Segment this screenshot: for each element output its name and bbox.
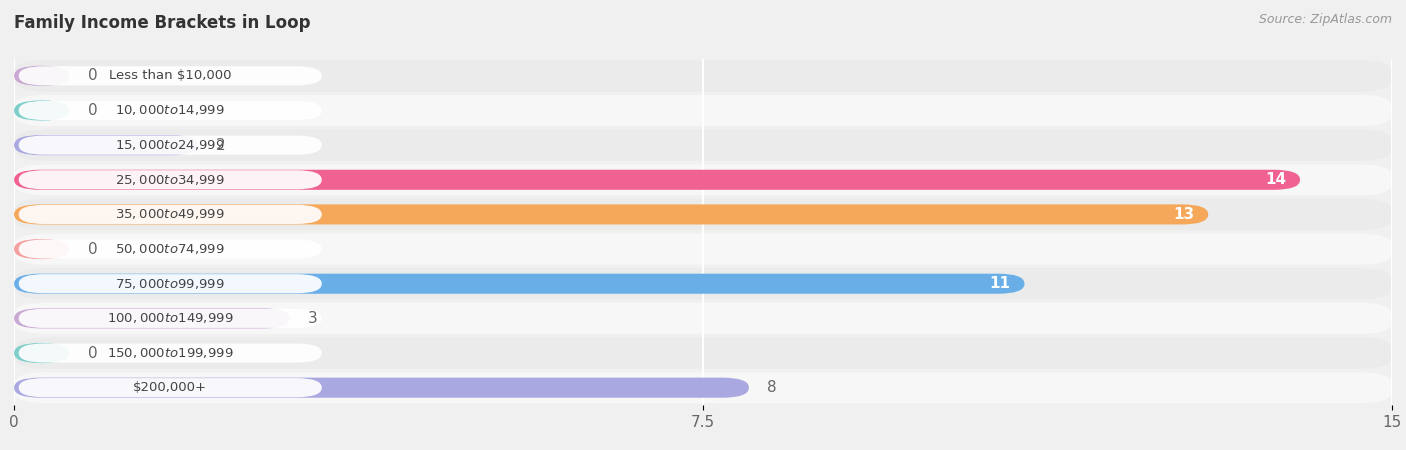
FancyBboxPatch shape (18, 309, 322, 328)
FancyBboxPatch shape (18, 170, 322, 189)
FancyBboxPatch shape (14, 268, 1392, 299)
FancyBboxPatch shape (14, 372, 1392, 403)
Text: $75,000 to $99,999: $75,000 to $99,999 (115, 277, 225, 291)
Text: 0: 0 (87, 242, 97, 256)
FancyBboxPatch shape (18, 274, 322, 293)
Text: 13: 13 (1174, 207, 1195, 222)
FancyBboxPatch shape (14, 234, 1392, 265)
FancyBboxPatch shape (14, 135, 198, 155)
FancyBboxPatch shape (14, 100, 69, 121)
Text: Source: ZipAtlas.com: Source: ZipAtlas.com (1258, 14, 1392, 27)
Text: 3: 3 (308, 311, 318, 326)
Text: 0: 0 (87, 68, 97, 83)
Text: 0: 0 (87, 103, 97, 118)
FancyBboxPatch shape (14, 274, 1025, 294)
Text: $50,000 to $74,999: $50,000 to $74,999 (115, 242, 225, 256)
FancyBboxPatch shape (14, 130, 1392, 161)
FancyBboxPatch shape (14, 338, 1392, 369)
FancyBboxPatch shape (14, 303, 1392, 334)
Text: $35,000 to $49,999: $35,000 to $49,999 (115, 207, 225, 221)
Text: $200,000+: $200,000+ (134, 381, 207, 394)
FancyBboxPatch shape (14, 308, 290, 328)
FancyBboxPatch shape (18, 205, 322, 224)
Text: $150,000 to $199,999: $150,000 to $199,999 (107, 346, 233, 360)
FancyBboxPatch shape (18, 135, 322, 155)
FancyBboxPatch shape (18, 239, 322, 259)
FancyBboxPatch shape (14, 343, 69, 363)
Text: $25,000 to $34,999: $25,000 to $34,999 (115, 173, 225, 187)
FancyBboxPatch shape (14, 95, 1392, 126)
FancyBboxPatch shape (14, 239, 69, 259)
FancyBboxPatch shape (18, 101, 322, 120)
Text: $100,000 to $149,999: $100,000 to $149,999 (107, 311, 233, 325)
Text: 2: 2 (217, 138, 226, 153)
FancyBboxPatch shape (14, 199, 1392, 230)
FancyBboxPatch shape (18, 343, 322, 363)
FancyBboxPatch shape (14, 66, 69, 86)
FancyBboxPatch shape (18, 378, 322, 397)
Text: 0: 0 (87, 346, 97, 360)
FancyBboxPatch shape (18, 66, 322, 86)
Text: Family Income Brackets in Loop: Family Income Brackets in Loop (14, 14, 311, 32)
FancyBboxPatch shape (14, 60, 1392, 91)
Text: Less than $10,000: Less than $10,000 (110, 69, 232, 82)
FancyBboxPatch shape (14, 164, 1392, 195)
FancyBboxPatch shape (14, 170, 1301, 190)
Text: 14: 14 (1265, 172, 1286, 187)
Text: $15,000 to $24,999: $15,000 to $24,999 (115, 138, 225, 152)
Text: 8: 8 (768, 380, 778, 395)
Text: $10,000 to $14,999: $10,000 to $14,999 (115, 104, 225, 117)
FancyBboxPatch shape (14, 204, 1208, 225)
Text: 11: 11 (990, 276, 1011, 291)
FancyBboxPatch shape (14, 378, 749, 398)
